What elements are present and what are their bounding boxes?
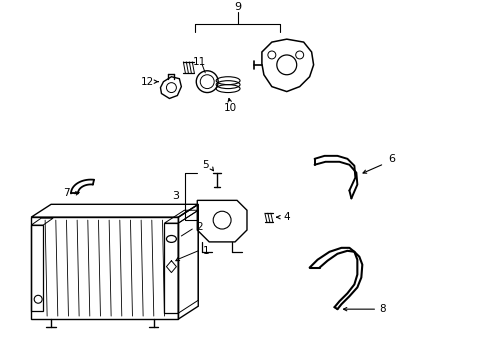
Text: 12: 12 <box>141 77 154 87</box>
Text: 7: 7 <box>62 188 69 198</box>
Text: 1: 1 <box>203 246 209 256</box>
Text: 8: 8 <box>378 304 385 314</box>
Text: 9: 9 <box>233 3 241 13</box>
Text: 5: 5 <box>202 160 208 170</box>
Text: 10: 10 <box>223 103 236 113</box>
Text: 6: 6 <box>388 154 395 164</box>
Text: 3: 3 <box>172 192 179 201</box>
Text: 2: 2 <box>196 222 202 232</box>
Text: 4: 4 <box>283 212 289 222</box>
Text: 11: 11 <box>192 57 205 67</box>
